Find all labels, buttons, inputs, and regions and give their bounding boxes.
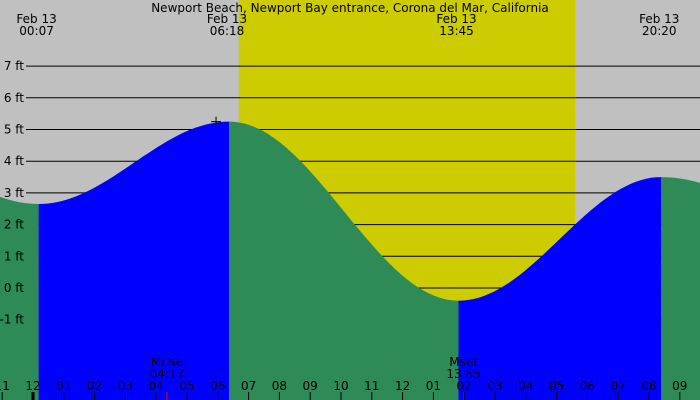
x-hour-label: 09 (672, 379, 687, 393)
x-hour-label: 06 (210, 379, 225, 393)
y-tick-label: 3 ft (4, 186, 24, 200)
x-hour-label: 11 (0, 379, 10, 393)
extreme-time-label: 00:07 (19, 24, 54, 38)
x-hour-label: 02 (457, 379, 472, 393)
extreme-date-label: Feb 13 (436, 12, 476, 26)
x-hour-label: 08 (641, 379, 656, 393)
x-hour-label: 11 (364, 379, 379, 393)
y-tick-label: -1 ft (0, 313, 24, 327)
y-tick-label: 1 ft (4, 249, 24, 263)
x-hour-label: 02 (87, 379, 102, 393)
y-tick-label: 7 ft (4, 59, 24, 73)
falling-tide-segment (229, 121, 459, 400)
x-hour-label: 05 (549, 379, 564, 393)
x-hour-label: 07 (611, 379, 626, 393)
x-hour-label: 07 (241, 379, 256, 393)
x-hour-label: 04 (518, 379, 533, 393)
y-tick-label: 2 ft (4, 218, 24, 232)
chart-title: Newport Beach, Newport Bay entrance, Cor… (151, 1, 549, 15)
y-tick-label: 6 ft (4, 91, 24, 105)
x-hour-label: 12 (25, 379, 40, 393)
extreme-date-label: Feb 13 (639, 12, 679, 26)
extreme-time-label: 13:45 (439, 24, 474, 38)
rising-tide-segment (458, 177, 662, 400)
x-hour-label: 05 (179, 379, 194, 393)
moon-event-time: 04:17 (150, 367, 185, 381)
x-hour-label: 04 (149, 379, 164, 393)
x-axis: 11 12 01 02 03 04 05 06 07 08 09 10 11 12 01 02 03 04 05 06… (0, 379, 687, 400)
tide-area (0, 116, 700, 400)
x-hour-label: 06 (580, 379, 595, 393)
x-hour-label: 01 (56, 379, 71, 393)
peak-marker (211, 116, 222, 127)
x-hour-label: 03 (118, 379, 133, 393)
y-axis-labels: 7 ft 6 ft 5 ft 4 ft 3 ft 2 ft 1 ft 0 ft -1 ft (0, 59, 24, 327)
extreme-time-label: 06:18 (210, 24, 245, 38)
rising-tide-segment (38, 121, 230, 400)
x-hour-label: 08 (272, 379, 287, 393)
moon-event-label: Mset (449, 355, 478, 369)
extreme-date-label: Feb 13 (16, 12, 56, 26)
x-hour-label: 03 (487, 379, 502, 393)
x-hour-label: 01 (426, 379, 441, 393)
y-tick-label: 5 ft (4, 123, 24, 137)
moon-event-label: Mrise (151, 355, 183, 369)
falling-tide-segment (661, 177, 700, 400)
x-hour-label: 12 (395, 379, 410, 393)
y-tick-label: 0 ft (4, 281, 24, 295)
extreme-time-label: 20:20 (642, 24, 677, 38)
falling-tide-segment (0, 196, 39, 400)
moon-event-time: 13:55 (446, 367, 481, 381)
x-hour-label: 09 (303, 379, 318, 393)
x-hour-label: 10 (333, 379, 348, 393)
y-tick-label: 4 ft (4, 154, 24, 168)
extreme-date-label: Feb 13 (207, 12, 247, 26)
